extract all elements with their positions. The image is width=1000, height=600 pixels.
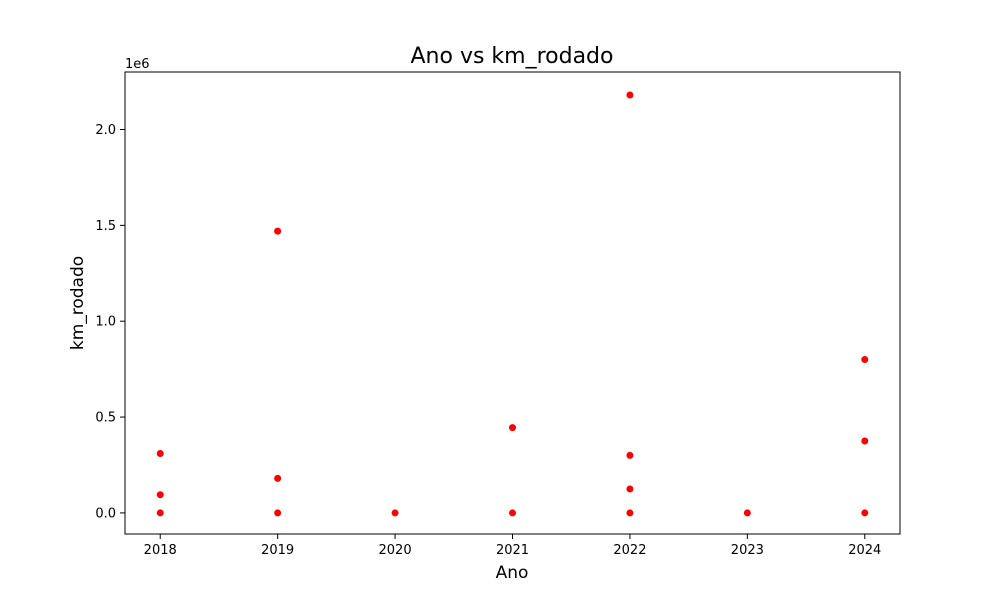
data-point: [274, 227, 282, 235]
y-axis-ticks: 0.0 0.5 1.0 1.5 2.0: [95, 123, 125, 521]
data-point: [743, 509, 751, 517]
data-point: [861, 437, 869, 445]
x-axis-ticks: 2018 2019 2020 2021 2022 2023 2024: [144, 534, 881, 558]
x-tick-label: 2019: [261, 543, 294, 558]
data-point: [861, 356, 869, 364]
data-points: [156, 91, 869, 517]
y-tick-label: 1.5: [95, 219, 116, 234]
data-point: [626, 451, 634, 459]
data-point: [509, 509, 516, 517]
data-point: [274, 509, 282, 517]
x-tick-label: 2023: [731, 543, 764, 558]
y-tick-label: 0.5: [95, 411, 116, 426]
data-point: [626, 485, 634, 493]
x-tick-label: 2024: [848, 543, 881, 558]
x-tick-label: 2018: [144, 543, 177, 558]
y-tick-label: 2.0: [95, 123, 116, 138]
data-point: [626, 91, 634, 99]
x-tick-label: 2022: [613, 543, 646, 558]
y-tick-label: 0.0: [95, 506, 116, 521]
data-point: [861, 509, 869, 517]
y-axis-label: km_rodado: [68, 256, 88, 350]
data-point: [156, 509, 164, 517]
y-tick-label: 1.0: [95, 315, 116, 330]
data-point: [391, 509, 399, 517]
x-tick-label: 2020: [379, 543, 412, 558]
data-point: [156, 491, 164, 499]
data-point: [274, 474, 282, 482]
data-point: [509, 424, 516, 432]
data-point: [626, 509, 634, 517]
x-axis-label: Ano: [496, 563, 529, 583]
chart-title: Ano vs km_rodado: [411, 44, 614, 69]
y-axis-offset-label: 1e6: [125, 57, 150, 72]
plot-frame: [124, 71, 901, 535]
x-tick-label: 2021: [496, 543, 529, 558]
data-point: [156, 449, 164, 457]
